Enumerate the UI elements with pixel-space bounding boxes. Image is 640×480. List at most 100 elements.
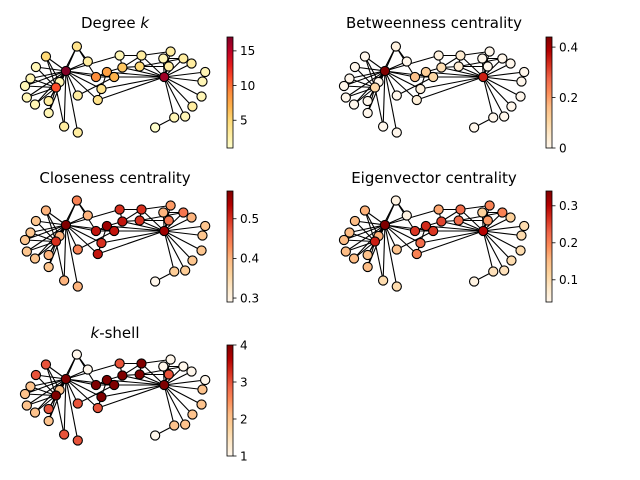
node [109, 225, 120, 237]
node [344, 73, 355, 84]
edge [163, 230, 193, 261]
panel-title: Closeness centrality [39, 169, 190, 187]
edge [164, 384, 203, 391]
edge [416, 76, 484, 101]
node [96, 391, 107, 403]
node [25, 227, 36, 238]
edge [349, 224, 386, 234]
edge [55, 87, 65, 127]
colorbar-tick-label: 0.2 [559, 236, 578, 250]
node [92, 402, 103, 414]
node [163, 369, 174, 380]
node [72, 398, 83, 409]
node [401, 210, 412, 221]
node [25, 381, 36, 392]
node [436, 62, 447, 73]
edge [101, 230, 165, 244]
node [478, 225, 489, 237]
node [484, 46, 495, 57]
node [101, 220, 113, 232]
node [349, 61, 361, 73]
colorbar-frame [226, 36, 234, 149]
node [158, 53, 169, 64]
edge [65, 224, 79, 287]
colorbar-tick-label: 4 [240, 338, 248, 352]
node [136, 358, 147, 369]
node [186, 366, 197, 377]
node [196, 245, 207, 256]
node [340, 92, 351, 103]
panel-closeness: Closeness centrality 0.3 0.4 0.5 [19, 169, 259, 305]
edge [482, 76, 494, 118]
node [50, 390, 62, 401]
edge [122, 220, 165, 232]
edge [164, 225, 206, 232]
node [415, 237, 426, 249]
node [72, 127, 83, 138]
edge [364, 210, 376, 242]
colorbar-frame [226, 344, 234, 457]
node [101, 374, 113, 386]
colorbar-frame [545, 190, 553, 303]
edge [63, 70, 67, 127]
node [187, 255, 198, 266]
node [114, 50, 125, 61]
edge [65, 208, 120, 226]
node [178, 207, 189, 218]
colorbar-tick-label: 10 [240, 79, 255, 93]
edge [45, 210, 57, 242]
node [21, 246, 32, 257]
node [169, 266, 180, 277]
node [21, 400, 32, 411]
node [60, 65, 72, 77]
node [50, 236, 62, 247]
node [455, 50, 466, 61]
colorbar-tick-label: 0.1 [559, 273, 578, 287]
node [411, 248, 422, 260]
node-layer [19, 349, 211, 446]
node [348, 253, 360, 264]
node [71, 349, 83, 360]
node [186, 58, 197, 69]
node [90, 225, 102, 237]
edge [65, 378, 79, 441]
colorbar-frame [545, 36, 553, 149]
node [109, 71, 120, 83]
edge [382, 70, 386, 127]
edge [483, 230, 522, 237]
node [82, 56, 93, 67]
node [515, 91, 526, 102]
edge [384, 54, 439, 72]
node [40, 51, 52, 62]
node [369, 82, 381, 93]
colorbar: 1 2 3 4 [226, 338, 248, 463]
colorbar-tick-label: 0.3 [240, 291, 259, 305]
node [136, 50, 147, 61]
node [40, 359, 52, 370]
node [114, 358, 125, 369]
node [101, 66, 113, 78]
edge [77, 230, 115, 250]
node [433, 204, 444, 215]
node [82, 210, 93, 221]
colorbar-tick-label: 0.2 [559, 91, 578, 105]
node [159, 379, 170, 391]
edge [416, 230, 484, 255]
edge [482, 76, 521, 97]
edge [374, 241, 384, 281]
node [186, 212, 197, 223]
edge [441, 66, 484, 78]
node [505, 212, 516, 223]
edge [65, 54, 120, 72]
edge [63, 224, 67, 281]
edge [101, 384, 165, 398]
node [50, 82, 62, 93]
edge [65, 362, 120, 380]
edge [384, 224, 418, 255]
edge [122, 66, 165, 78]
node [165, 46, 176, 57]
colorbar: 0 0.2 0.4 [545, 36, 578, 155]
edge [364, 56, 376, 88]
edge [482, 230, 505, 271]
edge [164, 76, 203, 83]
